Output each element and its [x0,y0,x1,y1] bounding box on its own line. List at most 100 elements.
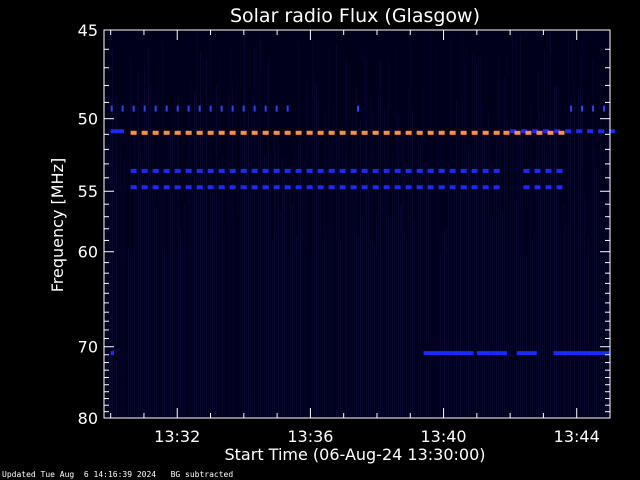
noise-streak [548,150,549,419]
emission-dash [416,130,423,135]
emission-dash [284,168,291,173]
emission-dash [460,168,467,173]
emission-dash [163,168,170,173]
emission-dash [284,130,291,135]
emission-tick [165,105,168,112]
emission-dash [460,185,467,190]
noise-streak [466,43,467,419]
emission-dash [438,130,445,135]
noise-streak [374,244,375,418]
emission-segment [110,129,124,134]
noise-streak [202,136,203,419]
noise-streak [160,134,161,418]
emission-dash [284,185,291,190]
noise-streak [238,175,239,418]
noise-streak [462,33,463,418]
noise-streak [368,166,369,418]
emission-dash [510,129,517,134]
emission-dash [295,168,302,173]
emission-dash [482,185,489,190]
emission-dash [350,168,357,173]
noise-streak [356,83,357,418]
noise-streak [188,105,189,418]
noise-streak [280,213,281,418]
emission-dash [317,130,324,135]
noise-streak [458,168,459,418]
noise-streak [150,85,151,419]
emission-tick [286,105,289,112]
emission-tick [581,105,584,112]
noise-streak [492,211,493,418]
emission-dash [185,168,192,173]
emission-dash [306,185,313,190]
noise-streak [522,129,523,418]
emission-dash [350,185,357,190]
noise-streak [196,31,197,418]
noise-streak [510,122,511,418]
emission-dash [130,130,137,135]
emission-dash [229,130,236,135]
noise-streak [570,98,571,418]
noise-streak [468,145,469,418]
emission-tick [154,105,157,112]
noise-streak [444,225,445,418]
emission-dash [295,130,302,135]
noise-streak [146,111,147,418]
emission-dash [163,130,170,135]
noise-streak [364,50,365,418]
emission-dash [565,129,572,134]
noise-streak [174,91,175,418]
emission-tick [176,105,179,112]
noise-streak [220,49,221,419]
noise-streak [360,118,361,418]
noise-streak [226,145,227,418]
noise-streak [384,107,385,418]
noise-streak [588,235,589,418]
y-tick-label: 80 [78,409,98,428]
emission-dash [372,185,379,190]
noise-streak [476,64,477,418]
noise-streak [534,231,535,418]
noise-streak [248,108,249,418]
noise-streak [156,206,157,418]
emission-dash [141,130,148,135]
emission-tick [603,105,606,112]
noise-streak [432,136,433,418]
emission-dash [262,130,269,135]
noise-streak [590,194,591,418]
noise-streak [242,141,243,418]
emission-segment [110,351,114,356]
emission-bands [110,105,616,356]
emission-dash [394,130,401,135]
noise-streak [274,136,275,418]
noise-streak [322,223,323,418]
emission-dash [196,185,203,190]
emission-dash [240,185,247,190]
noise-streak [604,215,605,418]
noise-streak [138,69,139,419]
noise-streak [370,94,371,418]
noise-streak [298,42,299,419]
emission-dash [427,168,434,173]
emission-dash [306,168,313,173]
noise-streak [290,181,291,418]
noise-streak [144,65,145,418]
emission-dash [196,168,203,173]
noise-streak [342,124,343,418]
noise-streak [454,176,455,418]
noise-streak [496,137,497,418]
noise-streak [176,202,177,418]
emission-tick [570,105,573,112]
noise-streak [142,157,143,419]
noise-streak [334,106,335,419]
noise-streak [278,145,279,419]
x-axis: 13:32 13:36 13:40 13:44 [110,30,611,446]
emission-dash [339,168,346,173]
noise-streak [532,240,533,418]
noise-streak [112,48,113,418]
emission-dash [207,185,214,190]
x-tick-label: 13:36 [287,427,333,446]
noise-streak [538,69,539,419]
noise-streak [566,182,567,418]
noise-streak [236,68,237,418]
